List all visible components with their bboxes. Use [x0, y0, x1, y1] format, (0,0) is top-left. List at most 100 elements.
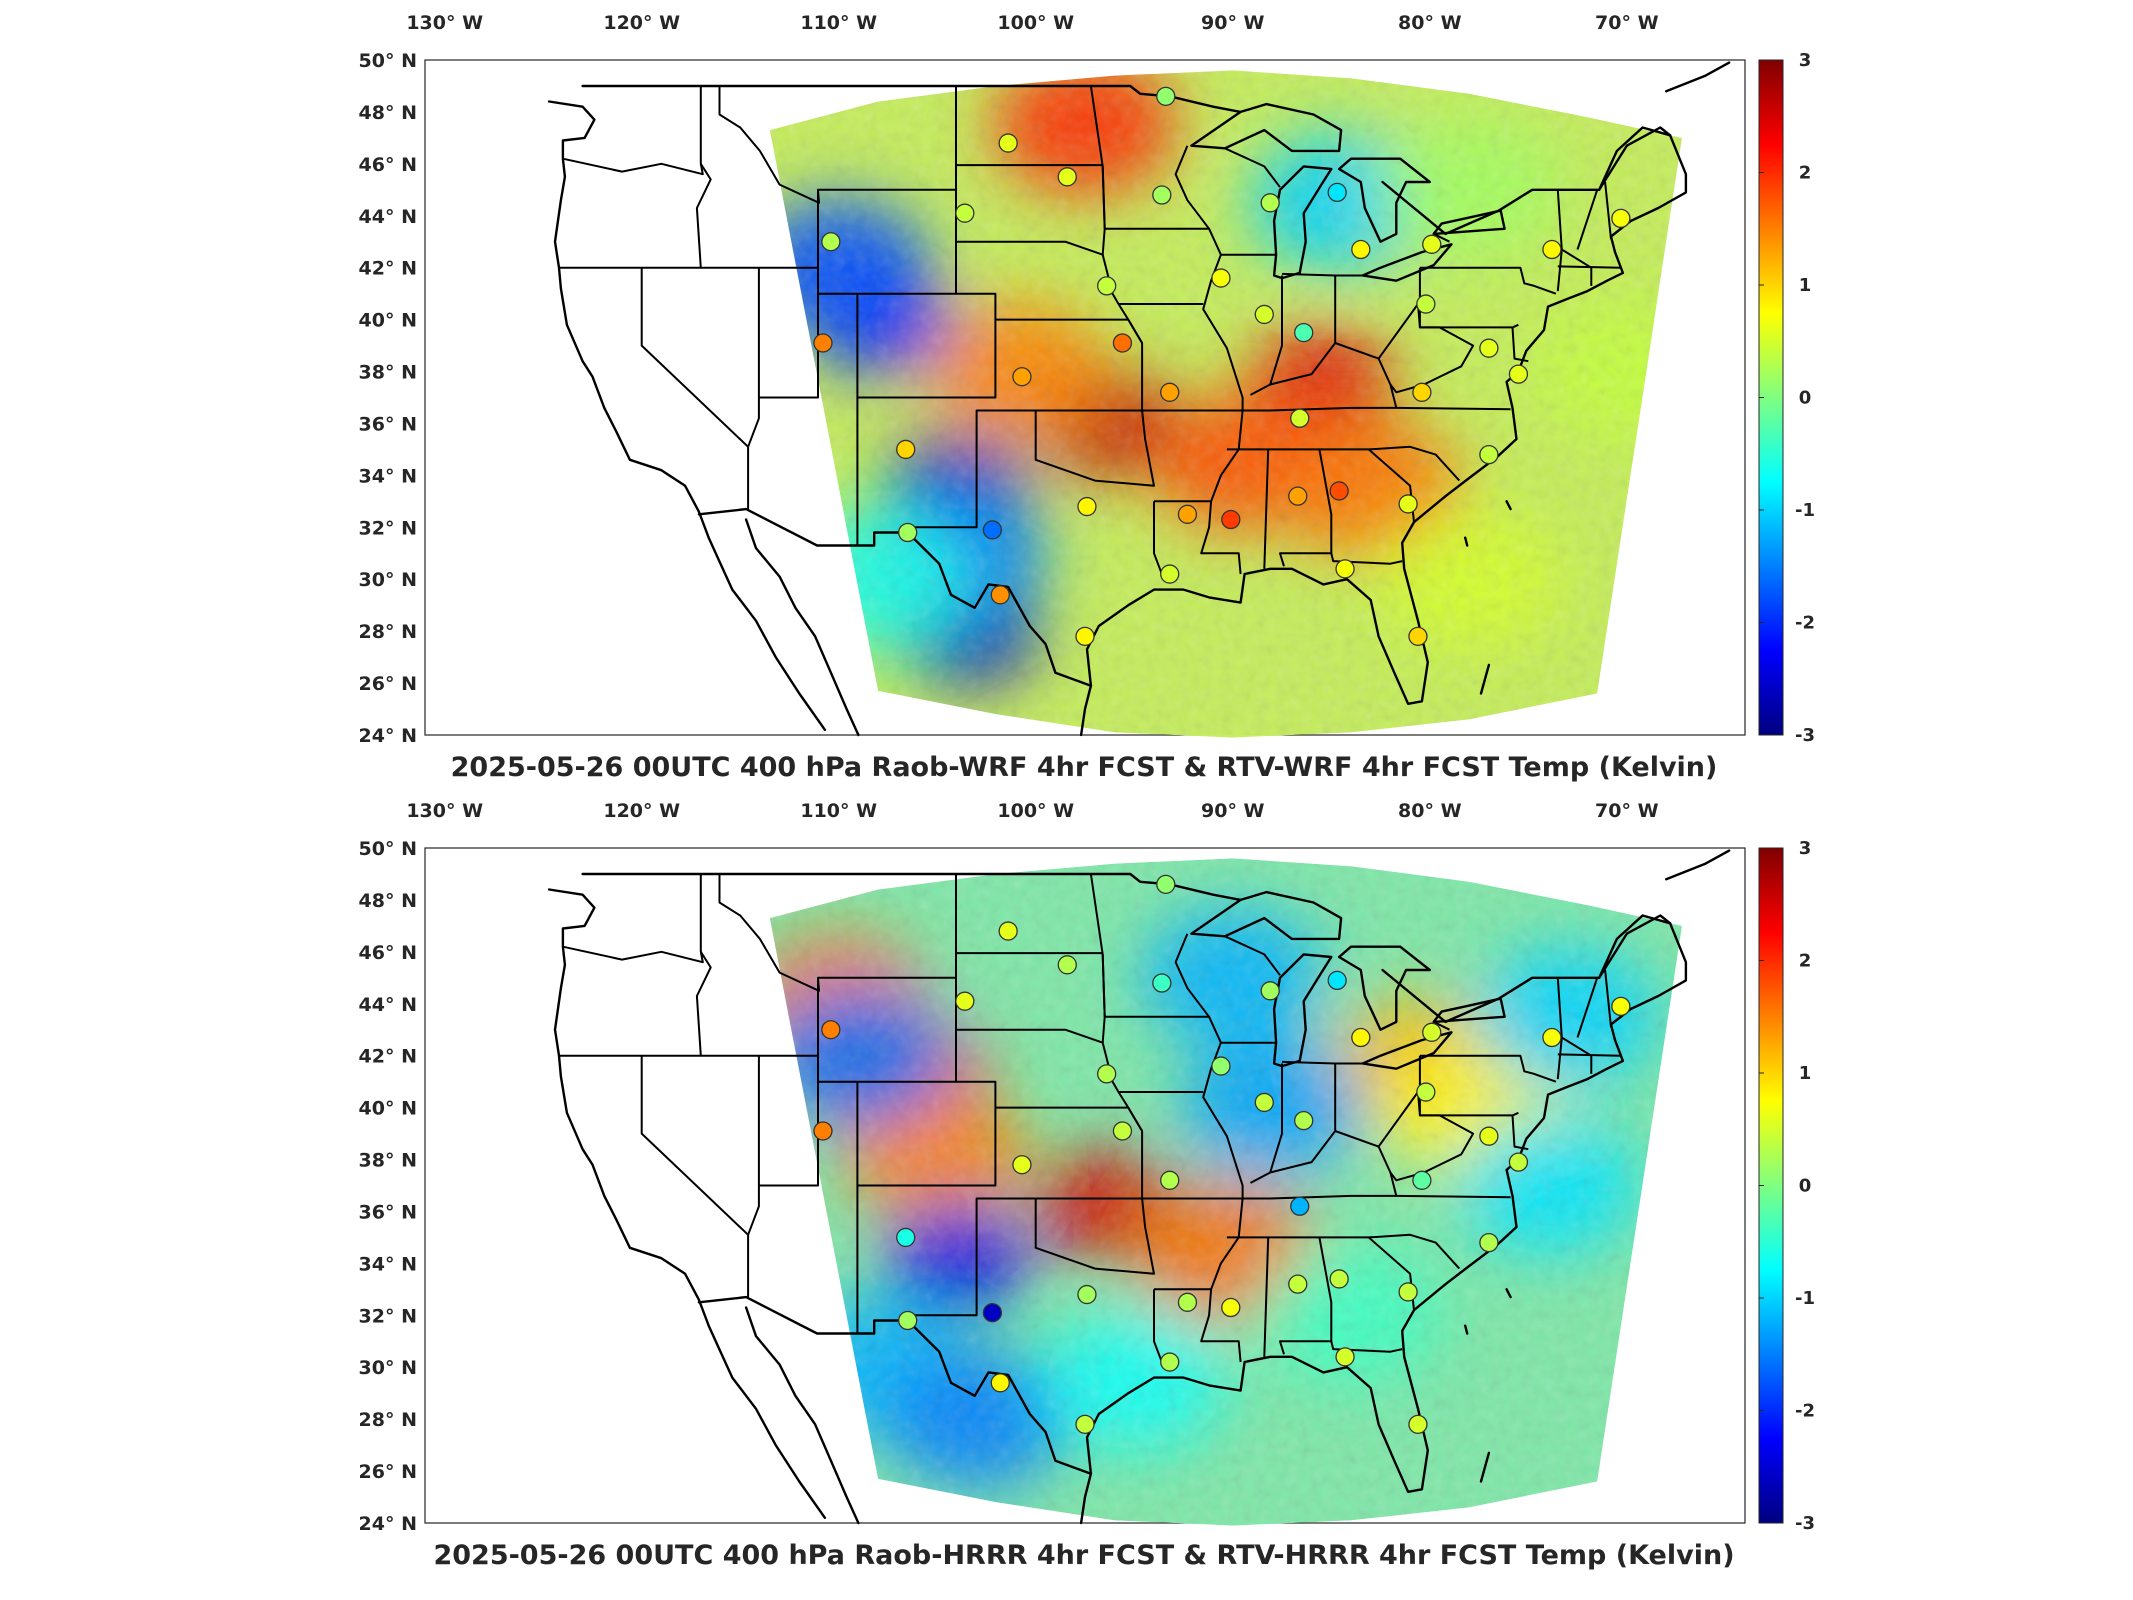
lat-tick-label: 28° N	[359, 1409, 417, 1431]
state-border-7	[758, 1081, 819, 1187]
station-marker	[1254, 1092, 1274, 1113]
lat-tick-label: 48° N	[359, 102, 417, 124]
station-marker	[1211, 1056, 1231, 1076]
station-marker	[1075, 626, 1095, 646]
lon-tick-label: 130° W	[406, 800, 483, 822]
station-marker	[1329, 1269, 1349, 1289]
station-marker	[1152, 185, 1172, 205]
map-frame	[424, 59, 1746, 736]
state-border-23	[1224, 147, 1281, 188]
state-border-18	[1104, 1015, 1244, 1199]
station-marker	[1508, 1152, 1529, 1172]
lat-tick-label: 30° N	[359, 1357, 417, 1379]
great-lake-0	[1190, 102, 1343, 153]
pacific-coastline	[547, 888, 827, 1519]
canada-border	[581, 84, 1242, 114]
station-marker	[1542, 1027, 1562, 1048]
lat-tick-label: 50° N	[359, 50, 417, 72]
state-border-9	[857, 292, 997, 399]
lon-tick-label: 120° W	[603, 800, 680, 822]
lon-tick-label: 130° W	[406, 12, 483, 34]
state-border-39	[1433, 233, 1450, 243]
map-panel-1: 130° W 120° W 110° W 100° W 90° W 80° W 70° W …	[359, 12, 1815, 783]
station-marker	[1112, 1121, 1133, 1141]
state-border-24	[1250, 1063, 1283, 1184]
great-lake-0	[1190, 890, 1343, 941]
lat-tick-label: 40° N	[359, 310, 417, 332]
station-marker	[1254, 304, 1274, 325]
lat-tick-label: 36° N	[359, 1201, 417, 1223]
state-border-42	[1557, 1053, 1621, 1057]
state-border-31	[1226, 1233, 1461, 1270]
state-border-43	[1576, 189, 1599, 250]
lat-tick-label: 44° N	[359, 206, 417, 228]
station-marker	[1097, 1064, 1117, 1084]
raob-stations	[813, 86, 1631, 646]
state-border-13	[1034, 410, 1155, 487]
mexico-border	[697, 507, 1093, 687]
state-border-42	[1557, 265, 1621, 269]
station-marker	[1416, 294, 1436, 314]
state-border-32	[1263, 449, 1270, 569]
gulf-of-california-coast	[744, 518, 860, 737]
station-marker	[1412, 1170, 1432, 1190]
station-marker	[1097, 276, 1117, 296]
state-border-15	[1154, 1288, 1242, 1363]
lon-tick-label: 100° W	[997, 800, 1074, 822]
panel-title: 2025-05-26 00UTC 400 hPa Raob-WRF 4hr FC…	[451, 752, 1718, 783]
station-marker	[1398, 494, 1418, 514]
station-marker	[998, 133, 1018, 153]
lat-tick-label: 26° N	[359, 673, 417, 695]
state-border-34	[1330, 553, 1403, 565]
state-border-25	[1269, 1063, 1337, 1174]
state-border-36	[1419, 266, 1557, 295]
state-border-38	[1511, 327, 1529, 363]
station-marker	[1160, 1352, 1180, 1372]
lon-tick-label: 90° W	[1201, 12, 1265, 34]
map-panel-2: 130° W 120° W 110° W 100° W 90° W 80° W 70° W …	[359, 800, 1815, 1571]
colorbar-tick-label: 1	[1799, 1063, 1812, 1084]
station-marker	[813, 1121, 833, 1141]
quebec-coast	[1665, 61, 1731, 93]
great-lake-2	[1337, 157, 1431, 243]
station-marker	[1408, 626, 1428, 646]
great-lake-3	[1361, 1031, 1453, 1070]
lat-tick-label: 36° N	[359, 413, 417, 435]
lat-tick-label: 48° N	[359, 890, 417, 912]
station-marker	[1422, 1022, 1442, 1042]
station-marker	[998, 921, 1018, 941]
station-marker	[1479, 444, 1499, 465]
lat-tick-label: 30° N	[359, 569, 417, 591]
coastline-and-borders	[547, 849, 1731, 1525]
lon-tick-label: 80° W	[1398, 800, 1462, 822]
station-marker	[1294, 322, 1314, 343]
gulf-of-california-coast	[744, 1306, 860, 1525]
station-marker	[1288, 486, 1308, 506]
station-marker	[1542, 239, 1562, 260]
lat-tick-label: 28° N	[359, 621, 417, 643]
state-border-25	[1269, 275, 1337, 386]
station-marker	[1077, 496, 1097, 517]
station-marker	[1012, 1155, 1032, 1175]
station-marker	[1221, 509, 1241, 530]
station-marker	[1156, 86, 1176, 106]
lon-tick-label: 90° W	[1201, 800, 1265, 822]
state-border-20	[1101, 954, 1106, 1017]
station-marker	[1290, 408, 1310, 428]
state-border-39	[1433, 1021, 1450, 1031]
great-lake-2	[1337, 945, 1431, 1031]
station-marker	[1057, 167, 1077, 187]
state-border-23	[1224, 935, 1281, 976]
colorbar-tick-label: -1	[1795, 1288, 1815, 1309]
state-border-20	[1101, 166, 1106, 229]
colorbar-tick-label: -3	[1795, 1513, 1815, 1534]
station-marker	[1211, 268, 1231, 288]
great-lake-4	[1432, 997, 1506, 1024]
state-border-4	[747, 1055, 760, 1236]
station-marker	[1288, 1274, 1308, 1294]
state-border-28	[1242, 1194, 1511, 1200]
station-marker	[1335, 1347, 1355, 1367]
lat-tick-label: 50° N	[359, 838, 417, 860]
station-marker	[1508, 364, 1529, 384]
station-marker	[1412, 382, 1432, 402]
